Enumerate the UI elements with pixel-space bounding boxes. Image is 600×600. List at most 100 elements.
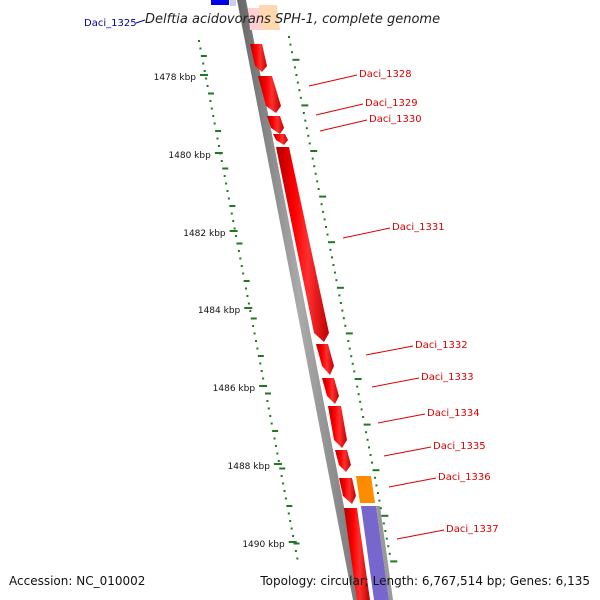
gc-tick xyxy=(322,210,325,213)
gc-tick xyxy=(332,264,335,266)
gc-tick xyxy=(245,287,248,290)
gc-tick xyxy=(229,205,236,207)
gene-daci-1330b-shape[interactable] xyxy=(273,134,288,145)
gc-tick xyxy=(301,104,309,107)
gc-tick xyxy=(233,227,236,230)
gc-tick xyxy=(308,142,311,145)
gc-tick xyxy=(198,40,200,42)
gc-tick xyxy=(330,256,333,259)
gc-tick xyxy=(252,325,255,327)
gc-tick xyxy=(369,454,372,456)
gene-daci-1328-shape[interactable] xyxy=(250,44,267,72)
gene-label-daci-1332[interactable]: Daci_1332 xyxy=(415,340,468,351)
gene-label-daci-1325[interactable]: Daci_1325 xyxy=(84,18,137,29)
gc-tick xyxy=(212,115,215,117)
gene-daci-1325-shape[interactable] xyxy=(211,0,229,5)
gc-tick xyxy=(305,127,308,130)
gc-tick xyxy=(384,530,387,532)
pale-red-gene-shape xyxy=(248,8,262,30)
pale-gene-shape xyxy=(230,0,236,6)
gc-skew-right-track xyxy=(288,36,398,563)
gene-daci-1334-shape[interactable] xyxy=(328,406,347,448)
kbp-label: 1482 kbp xyxy=(183,229,226,239)
gc-tick xyxy=(376,492,379,494)
gc-skew-left-track xyxy=(198,40,300,560)
gc-tick xyxy=(339,302,342,304)
gc-tick xyxy=(313,165,316,168)
gene-daci-1331-shape[interactable] xyxy=(276,147,329,342)
purple-band-shape xyxy=(361,506,389,600)
gc-tick xyxy=(243,280,250,282)
gc-tick xyxy=(373,476,376,479)
gc-tick xyxy=(227,197,230,200)
gc-tick xyxy=(357,393,360,396)
gene-daci-1337-shape[interactable] xyxy=(344,508,370,600)
gene-label-daci-1336[interactable]: Daci_1336 xyxy=(438,472,491,483)
gc-tick xyxy=(381,514,389,517)
gene-label-daci-1334[interactable]: Daci_1334 xyxy=(427,408,480,419)
orange-gene-shape[interactable] xyxy=(356,476,375,503)
gc-tick xyxy=(366,438,369,441)
gene-label-daci-1335[interactable]: Daci_1335 xyxy=(433,441,486,452)
gene-label-daci-1337[interactable]: Daci_1337 xyxy=(446,524,499,535)
gc-tick xyxy=(304,119,307,122)
gc-tick xyxy=(282,482,285,485)
gc-tick xyxy=(348,347,351,350)
kbp-label: 1486 kbp xyxy=(213,384,256,394)
gc-tick xyxy=(342,317,345,320)
gc-tick xyxy=(323,218,326,221)
gene-daci-1336-shape[interactable] xyxy=(339,478,356,504)
gc-tick xyxy=(353,370,356,373)
gene-label-leader xyxy=(308,74,358,87)
gc-tick xyxy=(216,137,219,140)
gc-tick xyxy=(320,203,323,206)
genome-title: Delftia acidovorans SPH-1, complete geno… xyxy=(145,12,440,27)
gene-daci-1332-shape[interactable] xyxy=(316,344,334,375)
gene-label-leader xyxy=(396,529,445,540)
gc-tick xyxy=(362,416,365,418)
gc-tick xyxy=(388,552,391,555)
gc-tick xyxy=(223,175,226,177)
gc-tick xyxy=(217,145,220,147)
gc-tick xyxy=(250,317,257,320)
gc-tick xyxy=(210,107,213,110)
gc-tick xyxy=(199,47,202,50)
gc-tick xyxy=(283,490,286,492)
gc-tick xyxy=(273,437,276,440)
gc-tick xyxy=(202,62,205,65)
gc-tick xyxy=(390,560,398,563)
gene-label-daci-1331[interactable]: Daci_1331 xyxy=(392,222,445,233)
kbp-label: 1488 kbp xyxy=(228,462,271,472)
gc-tick xyxy=(336,286,344,289)
gene-label-daci-1330[interactable]: Daci_1330 xyxy=(369,114,422,125)
gc-tick xyxy=(257,355,264,357)
gc-tick xyxy=(341,309,344,312)
gc-tick xyxy=(310,150,318,152)
gene-daci-1333-shape[interactable] xyxy=(322,378,339,404)
gene-label-leader xyxy=(365,345,414,356)
gc-tick xyxy=(286,505,293,507)
gc-tick xyxy=(382,522,385,525)
gc-tick xyxy=(385,537,388,540)
gc-tick xyxy=(296,81,299,84)
gc-tick xyxy=(215,130,222,132)
gc-tick xyxy=(209,100,212,102)
gc-tick xyxy=(370,461,373,464)
gc-tick xyxy=(329,248,332,251)
gc-tick xyxy=(293,542,300,545)
gc-tick xyxy=(247,302,250,305)
gene-label-daci-1333[interactable]: Daci_1333 xyxy=(421,372,474,383)
gc-tick xyxy=(200,55,207,57)
gc-tick xyxy=(375,484,378,487)
gene-daci-1330-shape[interactable] xyxy=(267,116,284,134)
gc-tick xyxy=(262,377,265,380)
gene-label-daci-1328[interactable]: Daci_1328 xyxy=(359,69,412,80)
gc-tick xyxy=(289,520,292,522)
gc-tick xyxy=(230,212,233,215)
gc-tick xyxy=(205,77,208,80)
gene-daci-1335-shape[interactable] xyxy=(335,450,351,472)
gc-tick xyxy=(316,180,319,183)
gene-daci-1329-shape[interactable] xyxy=(258,76,281,113)
gene-label-daci-1329[interactable]: Daci_1329 xyxy=(365,98,418,109)
gc-tick xyxy=(295,74,298,76)
